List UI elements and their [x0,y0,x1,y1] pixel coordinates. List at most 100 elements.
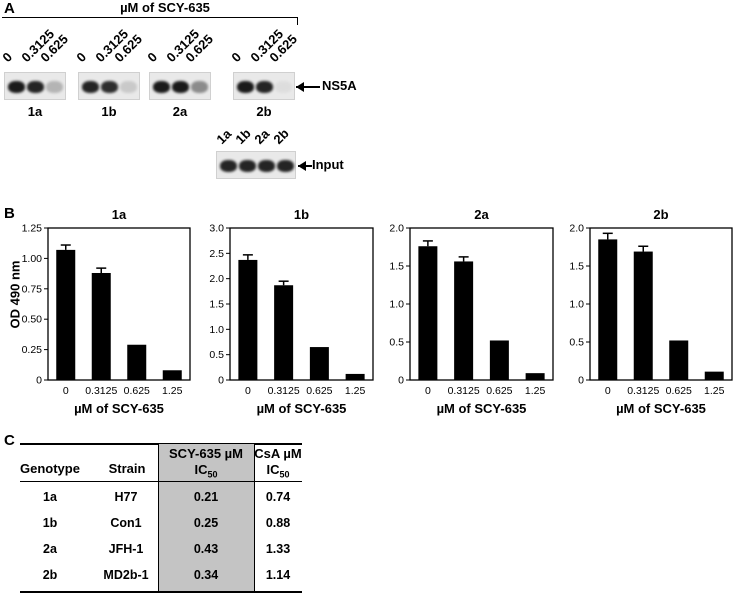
y-tick-label: 2.0 [389,223,404,235]
header-scy635: SCY-635 µM IC50 [158,446,254,483]
ns5a-label: NS5A [322,78,357,93]
cell-genotype: 2b [42,568,58,582]
x-axis-label: µM of SCY-635 [616,401,706,416]
cell-csa-ic50: 1.33 [265,542,291,556]
header-csa-line1: CsA µM [254,446,302,461]
ns5a-band [172,81,189,93]
x-tick-label: 0.3125 [85,385,117,397]
lane-label-0: 0 [228,49,245,65]
cell-strain: JFH-1 [108,542,144,556]
concentration-bracket [2,17,298,25]
y-tick-label: 1.5 [389,261,404,273]
cell-strain: Con1 [110,516,142,530]
input-band [239,160,256,172]
y-tick-label: 1.25 [22,223,43,235]
y-tick-label: 1.5 [569,261,584,273]
ns5a-arrow [296,86,320,88]
ns5a-band [153,81,170,93]
panel-a-letter: A [4,0,15,17]
ns5a-band [256,81,273,93]
y-tick-label: 1.0 [209,324,224,336]
x-tick-label: 1.25 [525,385,546,397]
ns5a-band [27,81,44,93]
input-lane-label-2b: 2b [270,125,292,147]
header-csa: CsA µM IC50 [254,446,302,483]
x-tick-label: 0.3125 [627,385,659,397]
input-lane-label-1a: 1a [213,126,235,147]
input-band [277,160,294,172]
ns5a-blot-2b [233,72,295,100]
bar [489,340,509,380]
y-tick-label: 0.5 [389,337,404,349]
x-tick-label: 0.625 [486,385,512,397]
y-tick-label: 0 [398,375,404,387]
y-tick-label: 0 [36,375,42,387]
ns5a-blot-2a [149,72,211,100]
cell-scy635-ic50: 0.43 [193,542,219,556]
y-tick-label: 0 [578,375,584,387]
ns5a-band [120,81,137,93]
y-tick-label: 0.25 [22,344,43,356]
cell-csa-ic50: 0.74 [265,490,291,504]
cell-genotype: 1a [43,490,57,504]
y-tick-label: 0 [218,375,224,387]
input-band [258,160,275,172]
ns5a-band [275,81,292,93]
panel-b-letter: B [4,205,15,222]
scy-column-right-rule [254,444,255,591]
cell-strain: H77 [114,490,138,504]
blot-genotype-label: 2a [172,104,188,119]
cell-scy635-ic50: 0.34 [193,568,219,582]
y-tick-label: 2.0 [569,223,584,235]
lane-label-0: 0 [73,49,90,65]
y-tick-label: 0.75 [22,283,43,295]
bar [669,340,689,380]
header-scy635-line2: IC50 [194,462,218,480]
x-tick-label: 0 [63,385,69,397]
panel-c-letter: C [4,432,15,449]
bar [598,239,618,380]
cell-csa-ic50: 0.88 [265,516,291,530]
x-tick-label: 0 [605,385,611,397]
header-strain: Strain [108,461,146,476]
ns5a-band [82,81,99,93]
x-tick-label: 1.25 [162,385,183,397]
bar [418,246,438,380]
x-axis-label: µM of SCY-635 [74,401,164,416]
input-label: Input [312,157,344,172]
x-tick-label: 0.3125 [448,385,480,397]
table-header-rule [20,481,302,482]
x-axis-label: µM of SCY-635 [257,401,347,416]
bar [56,249,76,380]
scy-column-left-rule [158,444,159,591]
chart-title: 2b [653,207,668,222]
y-tick-label: 1.5 [209,299,224,311]
x-tick-label: 1.25 [704,385,725,397]
input-band [220,160,237,172]
ns5a-band [46,81,63,93]
bar [704,371,724,380]
cell-genotype: 2a [43,542,57,556]
header-scy635-line1: SCY-635 µM [169,446,243,461]
x-tick-label: 1.25 [345,385,366,397]
table-top-rule [20,443,302,445]
x-axis-label: µM of SCY-635 [437,401,527,416]
cell-csa-ic50: 1.14 [265,568,291,582]
x-tick-label: 0 [425,385,431,397]
ns5a-band [191,81,208,93]
y-tick-label: 1.0 [389,299,404,311]
bar [309,347,329,380]
blot-genotype-label: 1b [101,104,117,119]
x-tick-label: 0 [245,385,251,397]
lane-label-0: 0 [0,49,16,65]
lane-label-0: 0 [144,49,161,65]
x-tick-label: 0.3125 [268,385,300,397]
y-tick-label: 1.0 [569,299,584,311]
bar [127,344,147,380]
header-genotype: Genotype [20,461,80,476]
x-tick-label: 0.625 [124,385,150,397]
bar [345,373,365,380]
concentration-header: µM of SCY-635 [120,0,210,15]
ns5a-band [101,81,118,93]
